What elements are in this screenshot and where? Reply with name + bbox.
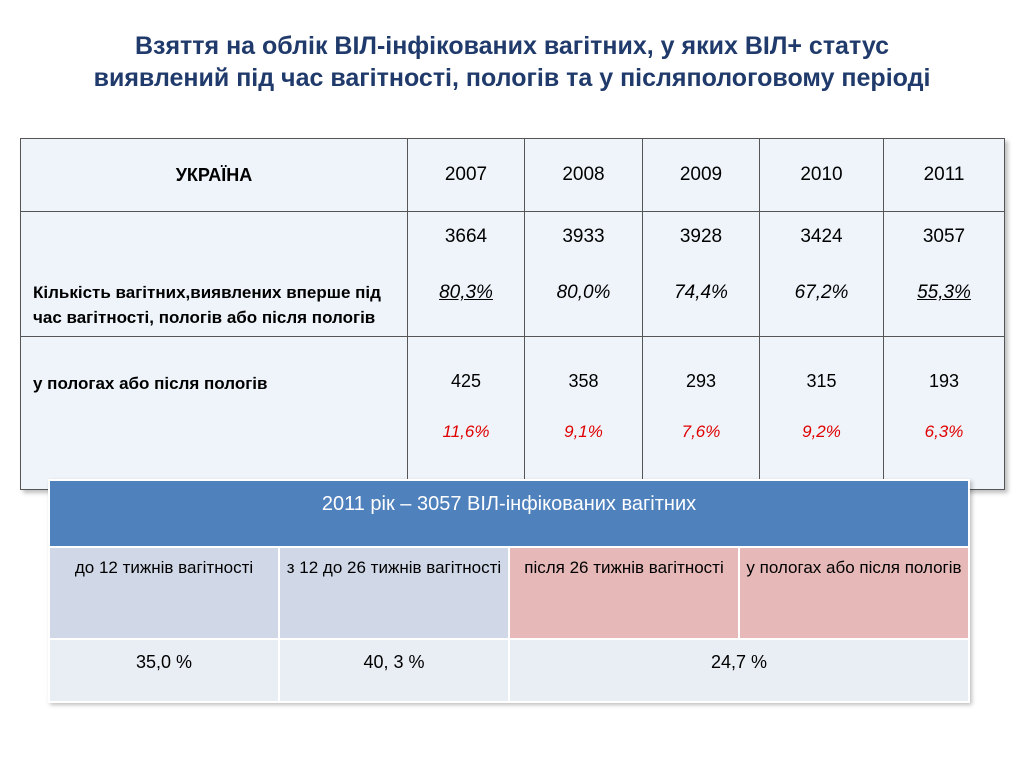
value-cell: 40, 3 % [278,638,510,703]
table-cell: 425 11,6% [407,336,525,490]
table-row: 35,0 % 40, 3 % 24,7 % [48,638,970,703]
count-value: 293 [685,371,717,391]
row-label: у пологах або після пологів [20,336,408,490]
table-header-row: 2011 рік – 3057 ВІЛ-інфікованих вагітних [48,479,970,548]
count-value: 358 [568,371,599,391]
count-value: 193 [928,371,960,391]
percent-value: 9,1% [564,422,603,441]
percent-value: 7,6% [681,422,721,441]
category-cell: до 12 тижнів вагітності [48,546,280,640]
table-row: до 12 тижнів вагітності з 12 до 26 тижні… [48,546,970,640]
table-cell: 193 6,3% [883,336,1005,490]
count-value: 3664 [444,226,488,247]
percent-value: 67,2% [794,282,849,303]
year-header: 2009 [642,138,760,212]
table-cell: 3057 55,3% [883,211,1005,337]
count-value: 3057 [922,226,966,247]
table-cell: 3424 67,2% [759,211,884,337]
pregnancy-term-table: 2011 рік – 3057 ВІЛ-інфікованих вагітних… [48,479,970,703]
row-label: Кількість вагітних,виявлених вперше під … [20,211,408,337]
table-header: 2011 рік – 3057 ВІЛ-інфікованих вагітних [48,479,970,548]
value-cell: 24,7 % [508,638,970,703]
percent-value: 80,0% [556,282,611,303]
table-cell: 3928 74,4% [642,211,760,337]
count-value: 3928 [679,226,723,247]
value-cell: 35,0 % [48,638,280,703]
slide-title: Взяття на облік ВІЛ-інфікованих вагітних… [20,30,1004,94]
slide-title-line-1: Взяття на облік ВІЛ-інфікованих вагітних… [134,32,890,60]
count-value: 3933 [562,226,605,247]
table-row: Кількість вагітних,виявлених вперше під … [20,211,1005,337]
table-cell: 315 9,2% [759,336,884,490]
year-header: 2008 [524,138,643,212]
category-cell: у пологах або після пологів [738,546,970,640]
table-header-row: УКРАЇНА 2007 2008 2009 2010 2011 [20,138,1005,212]
percent-value: 55,3% [917,282,971,303]
percent-value: 9,2% [802,422,841,441]
percent-value: 80,3% [439,282,493,303]
table-cell: 293 7,6% [642,336,760,490]
table-cell: 358 9,1% [524,336,643,490]
year-header: 2011 [883,138,1005,212]
count-value: 3424 [800,226,843,247]
percent-value: 74,4% [674,282,728,303]
category-cell: після 26 тижнів вагітності [508,546,740,640]
percent-value: 11,6% [442,422,490,441]
percent-value: 6,3% [924,422,964,441]
count-value: 425 [450,371,482,391]
table-cell: 3933 80,0% [524,211,643,337]
ukraine-stats-table: УКРАЇНА 2007 2008 2009 2010 2011 Кількіс… [20,138,1005,490]
table-row: у пологах або після пологів 425 11,6% 35… [20,336,1005,490]
table-cell: 3664 80,3% [407,211,525,337]
category-cell: з 12 до 26 тижнів вагітності [278,546,510,640]
year-header: 2010 [759,138,884,212]
count-value: 315 [806,371,837,391]
slide-title-line-2: виявлений під час вагітності, пологів та… [93,64,931,92]
year-header: 2007 [407,138,525,212]
corner-label: УКРАЇНА [20,138,408,212]
